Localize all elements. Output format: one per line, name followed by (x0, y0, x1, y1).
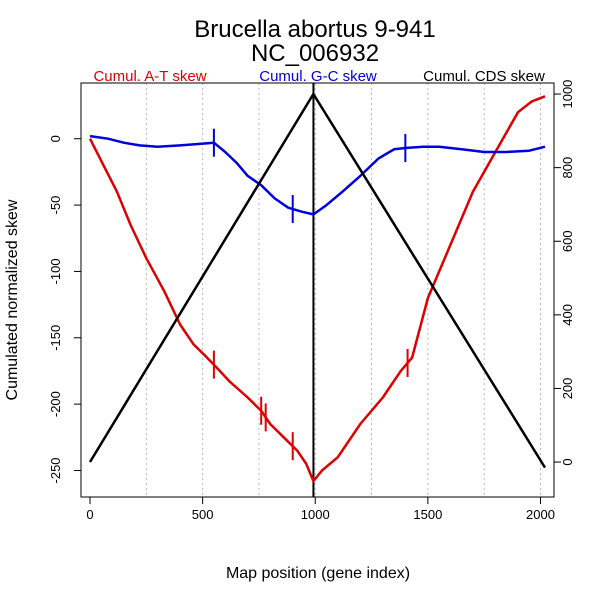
y-right-tick-label-800: 800 (560, 157, 575, 179)
legend-gc-skew: Cumul. G-C skew (259, 68, 377, 85)
y-left-tick-label--50: -50 (48, 196, 63, 215)
y-left-tick-label--100: -100 (48, 258, 63, 284)
y-left-tick-label-0: 0 (48, 135, 63, 142)
series-lines (88, 83, 547, 497)
legend-at-skew: Cumul. A-T skew (93, 68, 206, 85)
y-left-tick-label--250: -250 (48, 457, 63, 483)
x-tick-label-1500: 1500 (413, 507, 442, 522)
chart-title: Brucella abortus 9-941 (194, 16, 435, 43)
x-axis: 0 500 1000 1500 2000 (86, 497, 555, 522)
y-right-tick-label-600: 600 (560, 230, 575, 252)
y-right-tick-label-0: 0 (560, 458, 575, 465)
series-line-at-skew (88, 95, 546, 483)
y-axis-right: 0 200 400 600 800 1000 (554, 80, 575, 466)
y-axis-left-label: Cumulated normalized skew (4, 199, 21, 400)
plot-frame (80, 82, 555, 498)
y-right-tick-label-200: 200 (560, 378, 575, 400)
y-left-tick-label--150: -150 (48, 325, 63, 351)
series-line-gc-skew (89, 134, 546, 216)
grid-lines (145, 83, 541, 497)
x-axis-label: Map position (gene index) (226, 565, 410, 582)
y-left-tick-label--200: -200 (48, 391, 63, 417)
x-tick-label-0: 0 (86, 507, 93, 522)
chart-subtitle: NC_006932 (251, 40, 379, 67)
y-axis-left: 0 -50 -100 -150 -200 -250 (48, 135, 81, 483)
y-right-tick-label-400: 400 (560, 304, 575, 326)
x-tick-label-500: 500 (192, 507, 214, 522)
y-right-tick-label-1000: 1000 (560, 80, 575, 109)
series-markers (212, 128, 409, 461)
x-tick-label-1000: 1000 (301, 507, 330, 522)
series-line-cds-skew (88, 92, 547, 469)
legend-cds-skew: Cumul. CDS skew (423, 68, 545, 85)
x-tick-label-2000: 2000 (526, 507, 555, 522)
